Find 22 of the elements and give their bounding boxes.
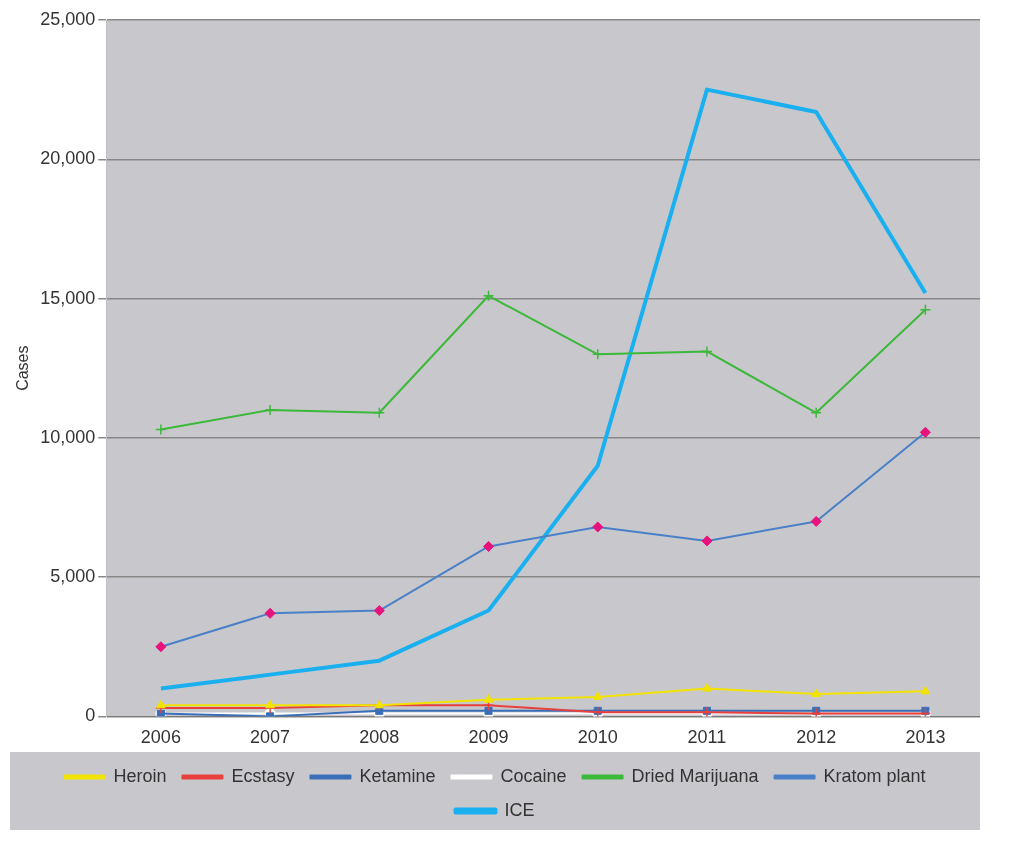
y-axis-title: Cases xyxy=(14,345,32,391)
y-tick-label: 20,000 xyxy=(40,148,96,169)
legend-label: Kratom plant xyxy=(823,765,926,786)
x-tick-label: 2012 xyxy=(796,727,837,748)
y-tick-label: 0 xyxy=(85,705,96,726)
y-tick-label: 15,000 xyxy=(40,287,96,308)
legend-label: Cocaine xyxy=(500,765,567,786)
legend-label: ICE xyxy=(504,799,535,820)
y-tick-label: 25,000 xyxy=(40,8,96,29)
x-tick-label: 2011 xyxy=(687,727,727,748)
y-tick-label: 5,000 xyxy=(50,566,96,587)
legend-label: Heroin xyxy=(113,765,167,786)
x-tick-label: 2008 xyxy=(359,727,400,748)
x-tick-label: 2013 xyxy=(905,727,946,748)
x-tick-label: 2006 xyxy=(140,727,181,748)
x-tick-label: 2009 xyxy=(468,727,509,748)
legend-label: Dried Marijuana xyxy=(631,765,760,786)
legend-label: Ketamine xyxy=(359,765,436,786)
x-tick-label: 2010 xyxy=(577,727,618,748)
y-tick-label: 10,000 xyxy=(40,426,96,447)
x-tick-label: 2007 xyxy=(250,727,291,748)
legend-label: Ecstasy xyxy=(231,765,295,786)
